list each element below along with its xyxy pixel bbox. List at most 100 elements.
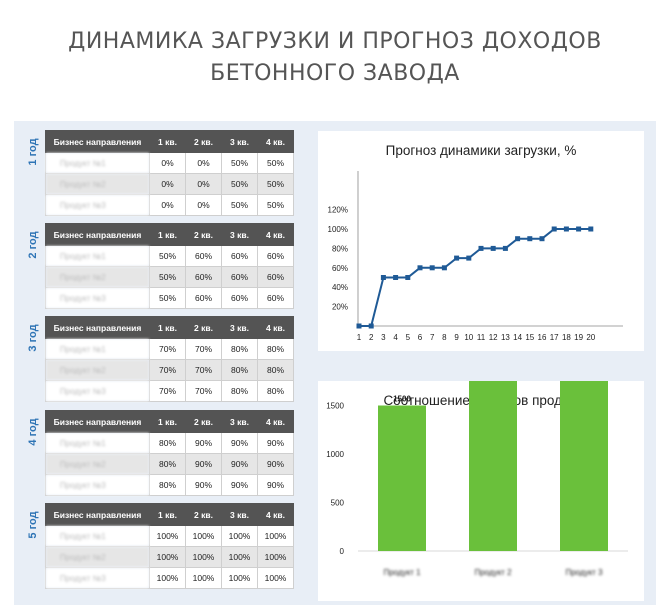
load-value-cell: 50%: [149, 245, 186, 267]
table-header-cell: 3 кв.: [221, 130, 258, 153]
bar-category-label: Продукт 3: [565, 568, 603, 577]
load-value-cell: 90%: [185, 432, 222, 454]
load-value-cell: 50%: [221, 194, 258, 216]
load-value-cell: 70%: [149, 380, 186, 402]
load-value-cell: 80%: [221, 380, 258, 402]
load-value-cell: 60%: [185, 266, 222, 288]
business-direction-cell: Продукт №3: [45, 194, 150, 216]
table-header-cell: 1 кв.: [149, 130, 186, 153]
business-direction-cell: Продукт №1: [45, 525, 150, 547]
year-label-text: 4 год: [27, 418, 39, 446]
load-forecast-chart-title: Прогноз динамики загрузки, %: [385, 143, 577, 158]
load-value-cell: 50%: [257, 194, 294, 216]
load-value-cell: 70%: [149, 359, 186, 381]
load-forecast-chart: Прогноз динамики загрузки, % 20% 40% 60% 80…: [318, 131, 644, 351]
load-value-cell: 0%: [185, 152, 222, 174]
load-value-cell: 60%: [221, 287, 258, 309]
bar-data-label: 1500: [393, 395, 411, 404]
load-value-cell: 50%: [149, 266, 186, 288]
load-value-cell: 70%: [149, 338, 186, 360]
load-data-point: [515, 236, 521, 242]
x-tick-label: 16: [538, 333, 547, 342]
year-block: 4 год Бизнес направления 1 кв. 2 кв. 3 кв. 4 …: [14, 410, 302, 496]
load-value-cell: 90%: [257, 474, 294, 496]
x-tick-label: 1: [357, 333, 362, 342]
load-value-cell: 60%: [221, 266, 258, 288]
load-value-cell: 90%: [185, 453, 222, 475]
table-header-cell: 2 кв.: [185, 316, 222, 339]
load-value-cell: 0%: [149, 194, 186, 216]
table-row: Продукт №1 0% 0% 50% 50%: [45, 152, 294, 174]
table-header-row: Бизнес направления 1 кв. 2 кв. 3 кв. 4 кв.: [45, 410, 294, 433]
x-tick-label: 6: [418, 333, 423, 342]
page-title-line-2: БЕТОННОГО ЗАВОДА: [210, 61, 460, 86]
load-value-cell: 60%: [221, 245, 258, 267]
quarterly-load-table: Бизнес направления 1 кв. 2 кв. 3 кв. 4 кв. Пр…: [45, 316, 294, 402]
load-data-point: [368, 323, 374, 329]
load-value-cell: 90%: [221, 453, 258, 475]
load-value-cell: 70%: [185, 359, 222, 381]
y-tick-label: 1000: [326, 450, 344, 459]
year-block: 2 год Бизнес направления 1 кв. 2 кв. 3 кв. 4 …: [14, 223, 302, 309]
x-tick-label: 12: [489, 333, 498, 342]
table-header-cell: 4 кв.: [257, 223, 294, 246]
table-row: Продукт №3 0% 0% 50% 50%: [45, 194, 294, 216]
y-tick-label: 500: [331, 499, 345, 508]
table-header-cell: 1 кв.: [149, 410, 186, 433]
bar-category-label: Продукт 2: [474, 568, 512, 577]
load-value-cell: 90%: [185, 474, 222, 496]
y-tick-label: 80%: [332, 244, 348, 253]
load-data-point: [417, 265, 423, 271]
table-header-cell: 1 кв.: [149, 503, 186, 526]
load-data-point: [588, 226, 594, 232]
yearly-tables: 1 год Бизнес направления 1 кв. 2 кв. 3 кв. 4 …: [14, 121, 302, 605]
load-value-cell: 60%: [257, 287, 294, 309]
load-value-cell: 50%: [257, 173, 294, 195]
business-direction-cell: Продукт №2: [45, 173, 150, 195]
table-header-cell: 4 кв.: [257, 503, 294, 526]
business-direction-cell: Продукт №3: [45, 287, 150, 309]
table-row: Продукт №3 50% 60% 60% 60%: [45, 287, 294, 309]
load-data-point: [356, 323, 362, 329]
table-header-row: Бизнес направления 1 кв. 2 кв. 3 кв. 4 кв.: [45, 130, 294, 153]
sales-bar: [560, 381, 608, 551]
x-tick-label: 7: [430, 333, 435, 342]
load-value-cell: 0%: [149, 152, 186, 174]
x-tick-label: 17: [550, 333, 559, 342]
y-tick-label: 20%: [332, 303, 348, 312]
load-value-cell: 100%: [149, 525, 186, 547]
x-tick-label: 4: [393, 333, 398, 342]
table-row: Продукт №1 100% 100% 100% 100%: [45, 525, 294, 547]
load-value-cell: 50%: [149, 287, 186, 309]
table-header-cell: Бизнес направления: [45, 130, 150, 153]
table-header-cell: Бизнес направления: [45, 223, 150, 246]
y-tick-label: 0: [340, 547, 345, 556]
x-tick-label: 2: [369, 333, 374, 342]
table-row: Продукт №2 100% 100% 100% 100%: [45, 546, 294, 568]
quarterly-load-table: Бизнес направления 1 кв. 2 кв. 3 кв. 4 кв. Пр…: [45, 410, 294, 496]
business-direction-cell: Продукт №1: [45, 245, 150, 267]
load-value-cell: 50%: [221, 152, 258, 174]
load-value-cell: 100%: [257, 525, 294, 547]
load-data-point: [454, 255, 460, 261]
load-value-cell: 60%: [185, 287, 222, 309]
load-value-cell: 0%: [185, 173, 222, 195]
load-value-cell: 50%: [221, 173, 258, 195]
year-block: 3 год Бизнес направления 1 кв. 2 кв. 3 кв. 4 …: [14, 316, 302, 402]
business-direction-cell: Продукт №3: [45, 567, 150, 589]
table-row: Продукт №2 50% 60% 60% 60%: [45, 266, 294, 288]
bar-category-label: Продукт 1: [383, 568, 421, 577]
x-tick-label: 11: [477, 333, 486, 342]
table-row: Продукт №2 80% 90% 90% 90%: [45, 453, 294, 475]
table-header-cell: Бизнес направления: [45, 410, 150, 433]
business-direction-cell: Продукт №2: [45, 546, 150, 568]
load-value-cell: 100%: [185, 567, 222, 589]
load-data-point: [441, 265, 447, 271]
table-header-cell: 4 кв.: [257, 316, 294, 339]
x-tick-label: 14: [513, 333, 522, 342]
x-tick-label: 8: [442, 333, 447, 342]
x-tick-label: 9: [454, 333, 459, 342]
y-tick-label: 1500: [326, 402, 344, 411]
table-header-cell: 1 кв.: [149, 223, 186, 246]
load-value-cell: 90%: [257, 453, 294, 475]
